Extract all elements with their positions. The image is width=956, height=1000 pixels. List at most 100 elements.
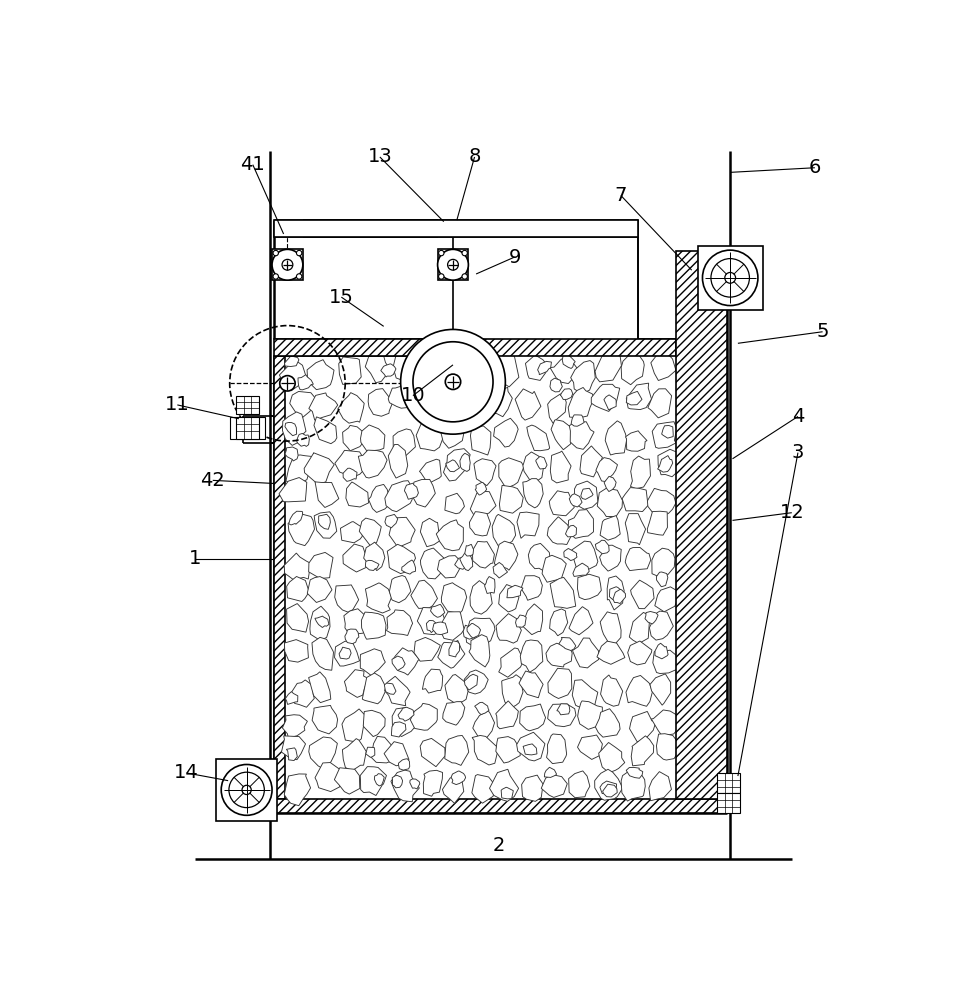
Polygon shape	[443, 776, 464, 803]
Polygon shape	[312, 637, 334, 670]
Polygon shape	[475, 482, 487, 495]
Polygon shape	[493, 562, 508, 578]
Polygon shape	[285, 640, 309, 662]
Polygon shape	[465, 670, 489, 694]
Polygon shape	[537, 361, 552, 375]
Circle shape	[282, 259, 293, 270]
Polygon shape	[399, 759, 410, 770]
Polygon shape	[375, 774, 384, 786]
Polygon shape	[314, 417, 337, 444]
Polygon shape	[597, 641, 625, 664]
Bar	[236, 417, 259, 439]
Polygon shape	[520, 640, 543, 672]
Polygon shape	[342, 709, 365, 742]
Polygon shape	[630, 711, 657, 742]
Polygon shape	[473, 711, 494, 739]
Polygon shape	[515, 615, 526, 627]
Polygon shape	[595, 349, 621, 382]
Polygon shape	[279, 478, 307, 502]
Polygon shape	[548, 704, 576, 727]
Polygon shape	[613, 589, 625, 604]
Polygon shape	[359, 518, 381, 546]
Polygon shape	[655, 587, 677, 612]
Polygon shape	[559, 637, 576, 651]
Polygon shape	[360, 649, 385, 676]
Polygon shape	[298, 375, 314, 390]
Polygon shape	[451, 771, 466, 785]
Circle shape	[296, 274, 302, 279]
Polygon shape	[384, 676, 410, 706]
Polygon shape	[596, 709, 620, 737]
Polygon shape	[449, 641, 460, 657]
Polygon shape	[657, 572, 668, 587]
Polygon shape	[287, 604, 309, 632]
Polygon shape	[361, 612, 386, 639]
Text: 15: 15	[329, 288, 354, 307]
Polygon shape	[631, 580, 654, 609]
Polygon shape	[460, 453, 470, 471]
Bar	[676, 251, 728, 799]
Polygon shape	[312, 705, 337, 734]
Polygon shape	[420, 459, 442, 483]
Circle shape	[703, 250, 758, 306]
Polygon shape	[420, 738, 445, 767]
Polygon shape	[647, 488, 676, 516]
Polygon shape	[385, 514, 398, 528]
Polygon shape	[444, 449, 470, 481]
Polygon shape	[388, 444, 407, 478]
Polygon shape	[412, 479, 435, 507]
Polygon shape	[546, 643, 572, 667]
Polygon shape	[285, 447, 298, 461]
Polygon shape	[281, 736, 306, 760]
Bar	[273, 339, 676, 356]
Polygon shape	[521, 576, 542, 600]
Text: 12: 12	[779, 503, 804, 522]
Polygon shape	[548, 668, 572, 698]
Polygon shape	[304, 453, 335, 484]
Polygon shape	[438, 640, 465, 668]
Polygon shape	[384, 742, 409, 766]
Polygon shape	[416, 364, 427, 381]
Polygon shape	[338, 357, 361, 384]
Polygon shape	[492, 387, 512, 417]
Polygon shape	[568, 387, 594, 418]
Polygon shape	[631, 736, 654, 766]
Polygon shape	[465, 395, 487, 421]
Polygon shape	[573, 638, 598, 668]
Polygon shape	[562, 353, 576, 368]
Polygon shape	[445, 493, 465, 514]
Polygon shape	[307, 577, 332, 602]
Polygon shape	[288, 514, 315, 546]
Polygon shape	[522, 775, 543, 801]
Polygon shape	[596, 540, 609, 554]
Polygon shape	[344, 670, 368, 697]
Polygon shape	[556, 704, 570, 715]
Polygon shape	[507, 585, 523, 598]
Polygon shape	[566, 525, 576, 537]
Polygon shape	[568, 510, 594, 538]
Bar	[438, 249, 468, 280]
Bar	[273, 356, 285, 799]
Polygon shape	[652, 548, 675, 577]
Polygon shape	[595, 769, 622, 800]
Polygon shape	[577, 574, 601, 600]
Polygon shape	[393, 648, 420, 675]
Text: 10: 10	[401, 386, 425, 405]
Circle shape	[447, 259, 458, 270]
Polygon shape	[570, 422, 594, 449]
Polygon shape	[550, 577, 576, 608]
Text: 7: 7	[615, 186, 627, 205]
Polygon shape	[475, 702, 489, 715]
Polygon shape	[344, 609, 368, 634]
Polygon shape	[499, 485, 523, 513]
Polygon shape	[467, 623, 481, 638]
Polygon shape	[652, 422, 677, 448]
Polygon shape	[622, 488, 650, 512]
Polygon shape	[411, 580, 438, 608]
Polygon shape	[358, 450, 387, 478]
Text: 8: 8	[468, 147, 481, 166]
Polygon shape	[496, 737, 520, 763]
Polygon shape	[571, 415, 584, 426]
Polygon shape	[342, 739, 366, 771]
Polygon shape	[335, 641, 359, 666]
